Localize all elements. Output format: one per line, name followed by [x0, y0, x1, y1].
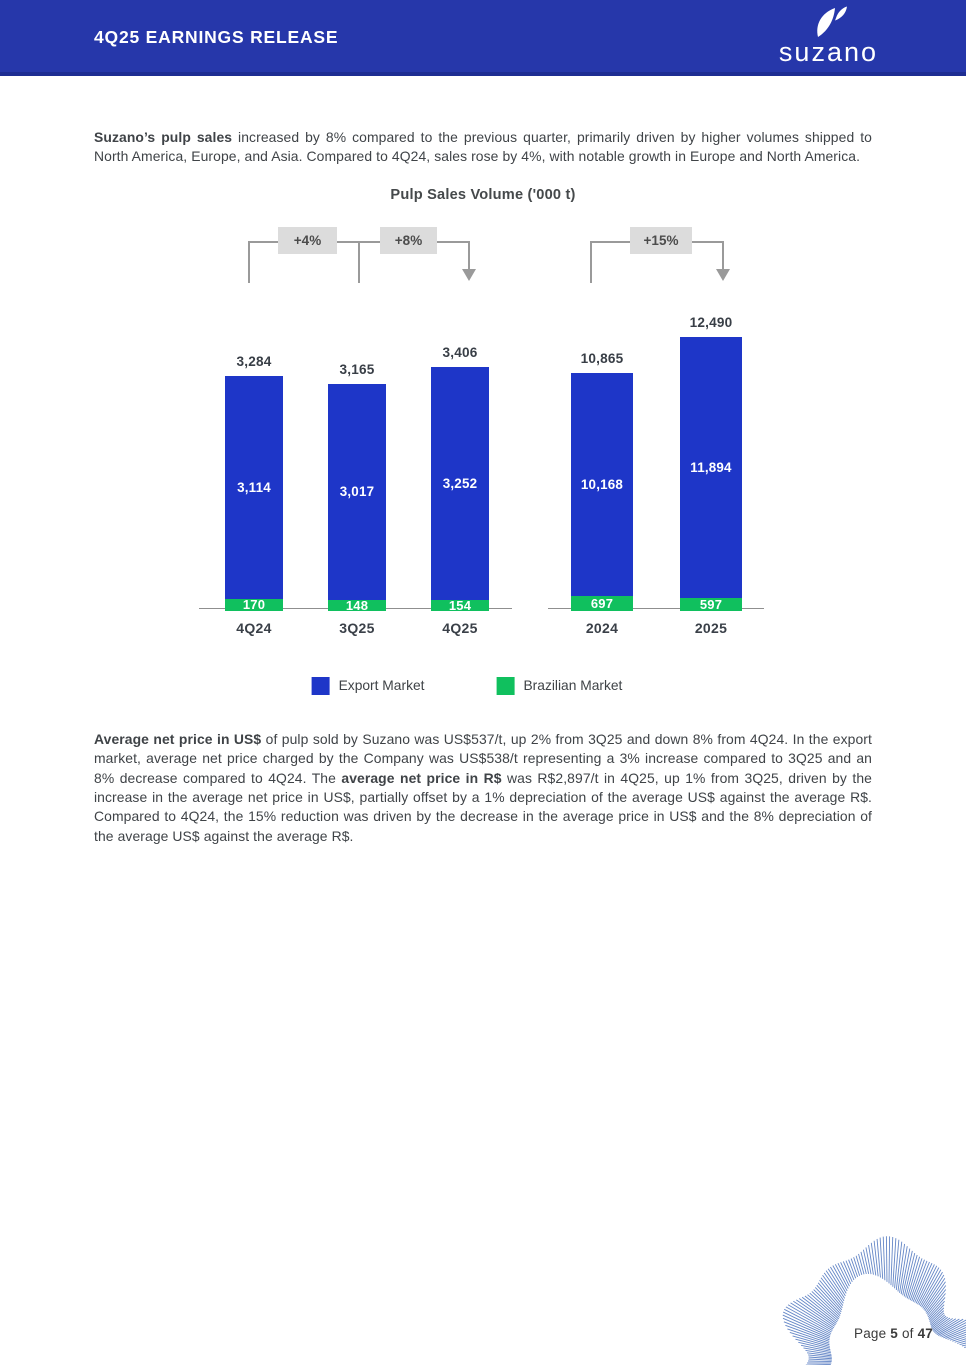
bar-brazilian-value-label: 597 — [699, 596, 723, 612]
bar-2025 — [680, 336, 742, 611]
chart-title: Pulp Sales Volume ('000 t) — [390, 186, 576, 203]
legend-label: Brazilian Market — [523, 678, 623, 694]
annotation-bracket-line — [590, 240, 592, 283]
bar-total-label: 10,865 — [580, 350, 624, 366]
text-run: Page — [854, 1326, 891, 1341]
legend-item: Export Market — [311, 676, 425, 695]
bar-total-label: 12,490 — [689, 314, 733, 330]
bar-brazilian-value-label: 697 — [590, 595, 614, 611]
pulp-sales-paragraph: Suzano’s pulp sales increased by 8% comp… — [94, 52, 872, 167]
bar-brazilian-value-label: 170 — [242, 597, 266, 613]
text-run: of pulp sold by Suzano was US$537/t, up … — [94, 730, 872, 786]
category-label: 4Q24 — [236, 619, 272, 636]
bar-export-value-label: 11,894 — [690, 459, 732, 475]
suzano-wordmark: suzano — [778, 37, 878, 67]
category-label: 2024 — [585, 619, 619, 636]
bar-segment-export — [680, 336, 742, 598]
legend-swatch-icon — [311, 676, 330, 695]
bar-segment-brazilian — [225, 598, 283, 611]
arrow-down-icon — [462, 268, 476, 281]
bar-total-label: 3,284 — [236, 353, 272, 369]
bar-2024 — [571, 372, 633, 611]
category-label: 2025 — [694, 619, 728, 636]
bar-segment-brazilian — [571, 595, 633, 611]
text-run: average net price in R$ — [341, 769, 502, 786]
suzano-leaf-icon — [817, 6, 848, 37]
text-run: of — [898, 1326, 918, 1341]
decorative-swirl — [696, 1185, 966, 1365]
bar-segment-brazilian — [328, 599, 386, 611]
bar-segment-export — [431, 366, 489, 600]
text-run: 5 — [890, 1326, 899, 1341]
bar-segment-export — [571, 372, 633, 596]
pulp-sales-volume-chart: Pulp Sales Volume ('000 t) Export Market… — [0, 181, 966, 711]
bar-brazilian-value-label: 154 — [448, 597, 472, 613]
annotation-label: +15% — [630, 226, 692, 254]
bar-3Q25 — [328, 383, 386, 611]
bar-export-value-label: 3,017 — [339, 484, 375, 500]
bar-total-label: 3,165 — [339, 361, 375, 377]
arrow-down-icon — [716, 268, 730, 281]
bar-4Q25 — [431, 366, 489, 611]
bar-segment-export — [225, 375, 283, 599]
legend-item: Brazilian Market — [496, 676, 623, 695]
bar-segment-brazilian — [680, 597, 742, 611]
annotation-bracket-line — [722, 240, 724, 269]
category-label: 3Q25 — [339, 619, 375, 636]
bar-export-value-label: 10,168 — [580, 476, 624, 492]
legend-label: Export Market — [338, 678, 425, 694]
average-net-price-paragraph: Average net price in US$ of pulp sold by… — [94, 730, 872, 846]
bar-export-value-label: 3,114 — [237, 479, 271, 495]
bar-4Q24 — [225, 375, 283, 611]
header-bar: 4Q25 EARNINGS RELEASE suzano — [0, 0, 966, 76]
annotation-label: +8% — [380, 226, 437, 254]
annotation-bracket-line — [248, 240, 250, 283]
swirl-pattern-icon — [782, 1236, 966, 1365]
text-run: increased by 8% compared to the previous… — [94, 129, 873, 165]
legend-swatch-icon — [496, 676, 515, 695]
suzano-logo: suzano — [778, 6, 878, 67]
bar-export-value-label: 3,252 — [442, 475, 478, 491]
annotation-bracket-line — [358, 240, 360, 283]
axis-line — [548, 607, 764, 609]
text-run: 47 — [917, 1326, 933, 1341]
category-label: 4Q25 — [442, 619, 478, 636]
text-run: was R$2,897/t in 4Q25, up 1% from 3Q25, … — [94, 769, 872, 844]
bar-segment-export — [328, 383, 386, 600]
bar-segment-brazilian — [431, 599, 489, 611]
page-number: Page 5 of 47 — [854, 1326, 933, 1341]
text-run: Average net price in US$ — [94, 730, 262, 747]
chart-legend: Export Market Brazilian Market — [311, 676, 623, 695]
document-title: 4Q25 EARNINGS RELEASE — [94, 27, 339, 47]
bar-total-label: 3,406 — [442, 344, 478, 360]
annotation-label: +4% — [278, 226, 337, 254]
bar-brazilian-value-label: 148 — [345, 597, 369, 613]
text-run: Suzano’s pulp sales — [94, 129, 233, 145]
annotation-bracket-line — [468, 240, 470, 269]
